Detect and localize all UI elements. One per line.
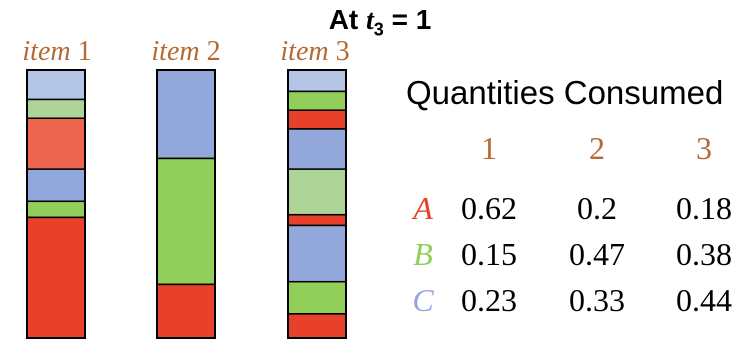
item3-segment-a-9 [287, 313, 347, 339]
item-label-1-name: item [22, 36, 71, 67]
column-header-3: 3 [696, 130, 712, 166]
column-header-2: 2 [589, 130, 605, 166]
item2-bar-outline [156, 69, 216, 339]
item3-segment-b-2 [287, 90, 347, 111]
cell-a-2: 0.2 [577, 190, 617, 226]
item-label-2: item 2 [126, 36, 246, 68]
diagram-title: At t3 = 1 [230, 4, 530, 41]
row-label-a: A [413, 190, 433, 226]
table-title: Quantities Consumed [406, 74, 724, 111]
item3-segment-c-1 [287, 69, 347, 93]
title-prefix: At [328, 4, 367, 35]
item2-segment-b-2 [156, 157, 216, 286]
row-label-c: C [412, 282, 434, 318]
item-label-3: item 3 [255, 36, 375, 68]
column-header-1: 1 [481, 130, 497, 166]
item1-bar-outline [26, 69, 86, 339]
item2-segment-a-3 [156, 283, 216, 339]
item-label-2-name: item [151, 36, 200, 67]
cell-b-2: 0.47 [569, 236, 625, 272]
title-suffix: = 1 [383, 4, 432, 35]
title-time-subscript: 3 [373, 19, 384, 40]
item3-segment-a-3 [287, 109, 347, 130]
item1-segment-b-2 [26, 98, 86, 119]
item1-segment-b-5 [26, 200, 86, 219]
item3-segment-b-8 [287, 280, 347, 315]
cell-c-2: 0.33 [569, 282, 625, 318]
item-label-2-number: 2 [206, 36, 221, 67]
item1-segment-c-1 [26, 69, 86, 101]
item3-segment-c-7 [287, 224, 347, 283]
item3-segment-b-5 [287, 168, 347, 216]
cell-c-3: 0.44 [676, 282, 732, 318]
item2-segment-c-1 [156, 69, 216, 160]
item1-segment-c-4 [26, 168, 86, 203]
cell-a-3: 0.18 [676, 190, 732, 226]
cell-a-1: 0.62 [461, 190, 517, 226]
item-label-3-name: item [280, 36, 329, 67]
item3-segment-c-4 [287, 128, 347, 170]
cell-b-1: 0.15 [461, 236, 517, 272]
item-label-1: item 1 [0, 36, 117, 68]
item1-segment-a-6 [26, 216, 86, 339]
cell-c-1: 0.23 [461, 282, 517, 318]
item-label-3-number: 3 [335, 36, 350, 67]
cell-b-3: 0.38 [676, 236, 732, 272]
item1-segment-a-3 [26, 117, 86, 170]
item3-bar-outline [287, 69, 347, 339]
title-time-variable: t [366, 5, 374, 36]
item3-segment-a-6 [287, 213, 347, 227]
row-label-b: B [413, 236, 433, 272]
item-label-1-number: 1 [77, 36, 92, 67]
